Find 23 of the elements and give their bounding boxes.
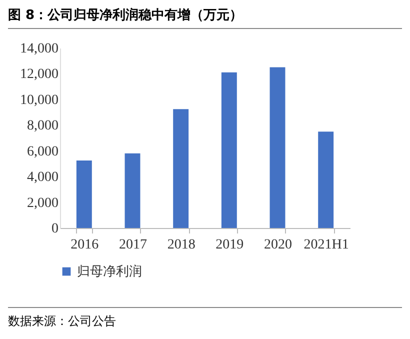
chart-title: 图 8：公司归母净利润稳中有增（万元） <box>8 6 243 24</box>
bar <box>124 153 140 228</box>
x-tick-label: 2016 <box>70 238 99 252</box>
bar <box>318 132 334 228</box>
y-tick-label: 12,000 <box>20 67 58 82</box>
legend-label: 归母净利润 <box>77 264 142 280</box>
bar <box>270 67 286 228</box>
x-tick-label: 2019 <box>216 238 244 252</box>
y-tick-label: 0 <box>52 222 58 236</box>
y-tick-label: 14,000 <box>20 42 58 56</box>
y-tick-label: 4,000 <box>27 170 58 186</box>
x-tick-label: 2017 <box>119 238 147 252</box>
y-tick-label: 6,000 <box>27 144 58 160</box>
x-tick-label: 2020 <box>264 238 292 252</box>
bar <box>221 72 237 228</box>
y-tick-label: 2,000 <box>27 196 58 211</box>
bar <box>173 109 189 228</box>
y-tick-label: 10,000 <box>20 92 58 108</box>
bar <box>76 160 92 228</box>
x-tick-label: 2018 <box>167 238 196 252</box>
y-tick-label: 8,000 <box>27 118 58 134</box>
source-note: 数据来源：公司公告 <box>8 313 116 330</box>
x-tick-label: 2021H1 <box>304 238 349 252</box>
